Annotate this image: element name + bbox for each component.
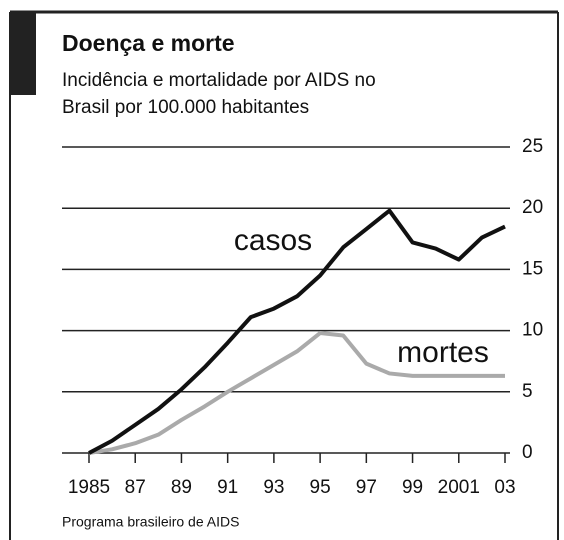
source: Programa brasileiro de AIDS <box>62 514 239 530</box>
x-tick-label: 91 <box>217 477 238 498</box>
y-tick-label: 25 <box>522 136 543 157</box>
x-tick-label: 95 <box>310 477 331 498</box>
x-tick-label: 03 <box>494 477 515 498</box>
series-label: mortes <box>397 336 489 369</box>
chart-subtitle: Incidência e mortalidade por AIDS no <box>62 70 376 91</box>
x-tick-label: 93 <box>263 477 284 498</box>
x-tick-label: 2001 <box>438 477 480 498</box>
y-tick-label: 15 <box>522 258 543 279</box>
x-tick-label: 1985 <box>68 477 110 498</box>
y-tick-label: 10 <box>522 320 543 341</box>
x-tick-label: 87 <box>125 477 146 498</box>
y-tick-label: 5 <box>522 381 533 402</box>
x-tick-label: 99 <box>402 477 423 498</box>
chart-title: Doença e morte <box>62 30 235 56</box>
series-line <box>88 208 506 455</box>
series-line <box>88 331 505 455</box>
chart-subtitle: Brasil por 100.000 habitantes <box>62 97 309 118</box>
title-bar <box>10 12 36 95</box>
series-label: casos <box>234 224 312 257</box>
x-tick-label: 97 <box>356 477 377 498</box>
y-tick-label: 20 <box>522 197 543 218</box>
y-tick-label: 0 <box>522 442 533 463</box>
x-tick-label: 89 <box>171 477 192 498</box>
